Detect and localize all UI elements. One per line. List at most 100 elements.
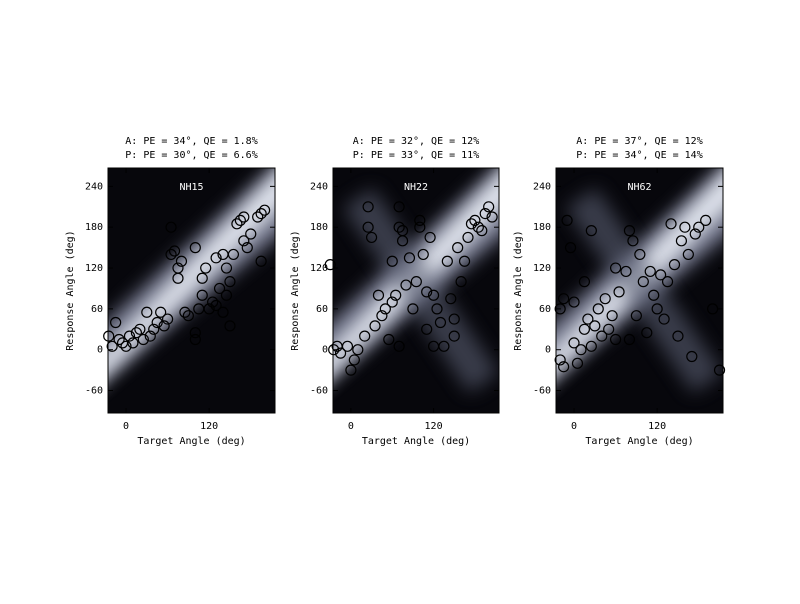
point: [200, 262, 212, 274]
point: [390, 289, 402, 301]
y-tick-label: -60: [533, 386, 551, 397]
point: [255, 207, 267, 220]
panel-label: NH62: [627, 182, 651, 193]
point: [372, 289, 385, 301]
point: [589, 320, 601, 332]
point: [558, 293, 570, 305]
point: [238, 235, 250, 247]
point: [400, 279, 412, 291]
x-tick-label: 0: [348, 421, 354, 432]
point: [259, 204, 271, 216]
point: [606, 310, 618, 322]
point: [421, 286, 433, 298]
point: [575, 344, 587, 356]
point: [410, 276, 422, 288]
point: [672, 330, 684, 342]
panel-title: A: PE = 34°, QE = 1.8%: [125, 136, 257, 147]
point: [431, 303, 443, 315]
point: [599, 293, 611, 305]
point: [328, 344, 340, 356]
point: [224, 276, 236, 288]
point: [383, 333, 395, 346]
point: [165, 248, 177, 261]
point: [483, 201, 495, 213]
y-tick-label: 60: [539, 304, 551, 315]
point: [421, 323, 433, 335]
point: [120, 340, 132, 352]
point: [568, 337, 580, 349]
point: [196, 272, 208, 284]
point: [465, 218, 478, 230]
point: [362, 201, 374, 213]
point: [609, 262, 622, 274]
panel-title: A: PE = 37°, QE = 12%: [576, 136, 702, 147]
point: [651, 303, 663, 315]
x-axis-label: Target Angle (deg): [362, 436, 470, 447]
point: [665, 218, 677, 230]
point: [713, 364, 726, 376]
point: [682, 248, 694, 261]
point: [210, 299, 222, 312]
point: [661, 276, 674, 288]
point: [554, 303, 566, 315]
plot-frame: [107, 167, 276, 414]
point: [127, 337, 139, 349]
point: [182, 310, 194, 322]
point: [603, 323, 615, 335]
point: [365, 231, 378, 244]
x-tick-label: 120: [648, 421, 666, 432]
point: [700, 214, 712, 227]
point: [220, 289, 233, 301]
point: [479, 207, 491, 220]
point: [393, 221, 405, 233]
point: [679, 221, 691, 233]
point: [165, 221, 177, 233]
y-tick-label: 120: [533, 263, 551, 274]
point: [359, 330, 371, 342]
point: [106, 340, 118, 352]
y-axis-label: Response Angle (deg): [65, 230, 76, 350]
panel-label: NH15: [179, 182, 203, 193]
point: [141, 306, 153, 318]
point: [393, 340, 405, 352]
point: [630, 310, 642, 322]
point: [658, 313, 670, 325]
point: [196, 289, 208, 301]
point: [396, 235, 409, 247]
point: [458, 255, 471, 267]
point: [144, 330, 156, 342]
point: [476, 225, 488, 237]
point: [455, 276, 467, 288]
point: [123, 330, 136, 342]
point: [452, 242, 464, 254]
point: [134, 323, 146, 335]
point: [414, 221, 426, 233]
point: [448, 330, 460, 342]
point: [137, 333, 149, 346]
point: [634, 248, 646, 261]
point: [438, 340, 450, 352]
point: [585, 225, 597, 237]
point: [252, 211, 264, 223]
point: [620, 265, 632, 278]
x-axis-label: Target Angle (deg): [585, 436, 693, 447]
x-tick-label: 120: [425, 421, 443, 432]
point: [578, 276, 591, 288]
point: [189, 242, 201, 254]
point: [234, 214, 246, 227]
point: [585, 340, 597, 352]
plot-area: [333, 168, 499, 413]
point: [245, 228, 257, 240]
point: [376, 310, 388, 322]
panel-subtitle: P: PE = 33°, QE = 11%: [353, 150, 479, 161]
point: [486, 211, 498, 223]
y-tick-label: 0: [545, 345, 551, 356]
y-tick-label: 60: [91, 304, 103, 315]
point: [403, 252, 416, 264]
point: [469, 214, 481, 227]
panel-subtitle: P: PE = 30°, QE = 6.6%: [125, 150, 257, 161]
point: [582, 313, 594, 325]
y-tick-label: 240: [533, 181, 551, 192]
point: [217, 248, 229, 261]
point: [445, 293, 457, 305]
